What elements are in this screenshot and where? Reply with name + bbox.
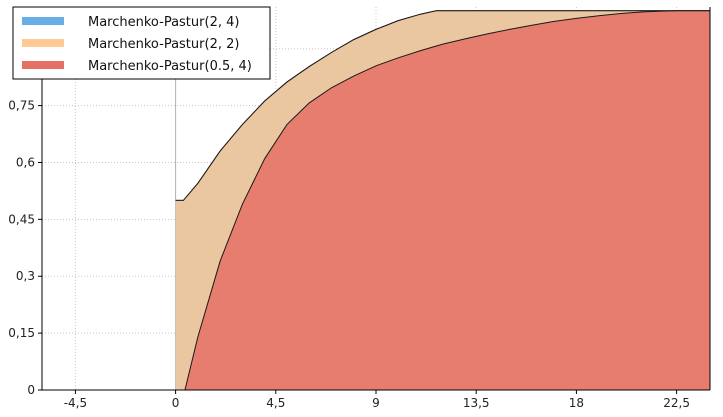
- series-area-2: [184, 10, 710, 390]
- x-tick-label-2: 4,5: [266, 396, 285, 410]
- y-tick-label-5: 0,75: [8, 99, 35, 113]
- x-tick-label-1: 0: [172, 396, 180, 410]
- legend-label-2: Marchenko-Pastur(0.5, 4): [88, 59, 252, 74]
- x-tick-label-5: 18: [569, 396, 584, 410]
- x-tick-label-4: 13,5: [463, 396, 490, 410]
- series-line-1: [175, 10, 710, 201]
- ticks: -4,504,5913,51822,500,150,30,450,60,750,…: [8, 42, 690, 410]
- legend-label-0: Marchenko-Pastur(2, 4): [88, 15, 239, 30]
- areas: [175, 10, 711, 391]
- y-tick-label-4: 0,6: [16, 155, 35, 169]
- legend: Marchenko-Pastur(2, 4) Marchenko-Pastur(2…: [12, 6, 271, 80]
- x-tick-label-6: 22,5: [663, 396, 690, 410]
- series-line-2: [184, 10, 710, 391]
- y-tick-label-3: 0,45: [8, 212, 35, 226]
- y-tick-label-2: 0,3: [16, 269, 35, 283]
- x-tick-label-0: -4,5: [64, 396, 87, 410]
- legend-label-1: Marchenko-Pastur(2, 2): [88, 37, 239, 52]
- y-tick-label-0: 0: [27, 383, 35, 397]
- x-tick-label-3: 9: [372, 396, 380, 410]
- y-tick-label-1: 0,15: [8, 326, 35, 340]
